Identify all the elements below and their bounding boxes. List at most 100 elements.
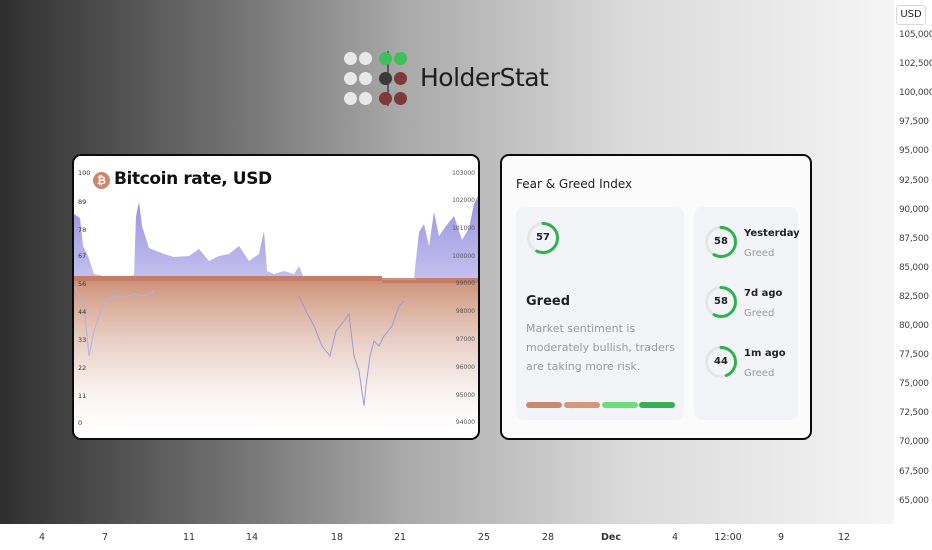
- history-label: Greed: [744, 248, 775, 259]
- logo-dot: [394, 52, 407, 65]
- gauge-value: 58: [714, 296, 728, 307]
- time-tick: 28: [541, 532, 555, 543]
- price-tick: 85,000: [899, 263, 929, 273]
- fear-greed-title: Fear & Greed Index: [516, 177, 633, 191]
- sentiment-description: Market sentiment is moderately bullish, …: [526, 322, 675, 373]
- time-tick: 11: [182, 532, 196, 543]
- time-tick: 4: [671, 532, 679, 543]
- right-tick: 94000: [455, 419, 475, 426]
- left-tick: 0: [78, 419, 83, 427]
- price-tick: 95,000: [899, 146, 929, 156]
- right-tick: 102000: [452, 197, 475, 204]
- left-tick: 100: [78, 169, 91, 177]
- price-tick: 75,000: [899, 379, 929, 389]
- sentiment-line: [416, 278, 478, 283]
- sentiment-line: [74, 276, 382, 281]
- scale-segment: [526, 402, 562, 408]
- left-tick: 89: [78, 198, 87, 206]
- right-tick: 97000: [455, 336, 475, 343]
- price-tick: 105,000: [899, 30, 932, 40]
- price-area-right: [414, 196, 478, 278]
- time-tick: 12: [837, 532, 851, 543]
- right-tick: 103000: [452, 170, 475, 177]
- logo-dot: [359, 52, 372, 65]
- left-tick: 33: [78, 336, 87, 344]
- price-line: [298, 295, 405, 407]
- left-tick: 44: [78, 308, 87, 316]
- bitcoin-rate-card[interactable]: ₿ Bitcoin rate, USD 100 89 78 67 56 44 3…: [72, 154, 480, 440]
- scale-segment: [564, 402, 600, 408]
- current-index-panel: 57 Greed Market sentiment is moderately …: [516, 207, 684, 420]
- history-period: 7d ago: [744, 288, 783, 299]
- history-period: 1m ago: [744, 348, 786, 359]
- scale-segment: [602, 402, 638, 408]
- time-tick: 4: [38, 532, 46, 543]
- time-tick: 9: [777, 532, 785, 543]
- price-area-left: [74, 202, 304, 278]
- price-line: [74, 285, 155, 357]
- sentiment-line: [382, 280, 416, 283]
- time-tick: 14: [245, 532, 259, 543]
- left-tick: 11: [78, 392, 87, 400]
- price-tick: 92,500: [899, 176, 929, 186]
- fear-greed-card[interactable]: Fear & Greed Index 57 Greed Market senti…: [500, 154, 812, 440]
- logo-dot: [379, 92, 392, 105]
- logo-dot: [394, 72, 407, 85]
- history-gauge-1m: 44: [704, 345, 738, 379]
- price-tick: 80,000: [899, 321, 929, 331]
- time-tick: 12:00: [714, 532, 742, 543]
- gauge-value: 58: [714, 236, 728, 247]
- logo-dot: [344, 92, 357, 105]
- time-tick: 25: [477, 532, 491, 543]
- history-label: Greed: [744, 368, 775, 379]
- currency-selector[interactable]: USD: [896, 5, 926, 25]
- right-tick: 98000: [455, 308, 475, 315]
- logo-dot: [344, 72, 357, 85]
- history-label: Greed: [744, 308, 775, 319]
- price-tick: 82,500: [899, 292, 929, 302]
- price-axis[interactable]: [894, 0, 932, 524]
- current-gauge: 57: [526, 221, 560, 255]
- price-tick: 72,500: [899, 408, 929, 418]
- right-tick: 101000: [452, 225, 475, 232]
- right-tick: 100000: [452, 253, 475, 260]
- sentiment-band: [74, 278, 478, 438]
- time-tick: 7: [101, 532, 109, 543]
- gauge-value: 57: [536, 232, 550, 243]
- holderstat-logo: HolderStat: [342, 51, 562, 107]
- history-gauge-yesterday: 58: [704, 225, 738, 259]
- brand-name: HolderStat: [420, 63, 549, 92]
- left-tick: 67: [78, 252, 87, 260]
- logo-dot: [359, 72, 372, 85]
- left-tick: 56: [78, 280, 87, 288]
- time-tick: 21: [393, 532, 407, 543]
- right-tick: 96000: [455, 364, 475, 371]
- logo-dot: [359, 92, 372, 105]
- price-tick: 65,000: [899, 496, 929, 506]
- right-tick: 95000: [455, 392, 475, 399]
- price-tick: 102,500: [899, 59, 932, 69]
- price-tick: 97,500: [899, 117, 929, 127]
- price-tick: 87,500: [899, 234, 929, 244]
- bitcoin-mini-chart: [74, 196, 478, 438]
- gauge-value: 44: [714, 356, 728, 367]
- time-tick: Dec: [601, 532, 621, 543]
- history-gauge-7d: 58: [704, 285, 738, 319]
- price-tick: 100,000: [899, 88, 932, 98]
- price-tick: 67,500: [899, 467, 929, 477]
- logo-dot: [344, 52, 357, 65]
- bitcoin-icon: ₿: [93, 172, 110, 189]
- time-axis[interactable]: [0, 524, 932, 550]
- logo-dot: [379, 72, 392, 85]
- bitcoin-card-title: Bitcoin rate, USD: [114, 169, 272, 189]
- left-tick: 22: [78, 364, 87, 372]
- scale-segment: [639, 402, 675, 408]
- left-tick: 78: [78, 226, 87, 234]
- history-period: Yesterday: [744, 228, 800, 239]
- history-panel: 58 Yesterday Greed 58 7d ago Greed 44 1m…: [694, 207, 800, 420]
- price-tick: 77,500: [899, 350, 929, 360]
- logo-dot: [394, 92, 407, 105]
- price-tick: 90,000: [899, 205, 929, 215]
- time-tick: 18: [330, 532, 344, 543]
- current-label: Greed: [526, 294, 571, 309]
